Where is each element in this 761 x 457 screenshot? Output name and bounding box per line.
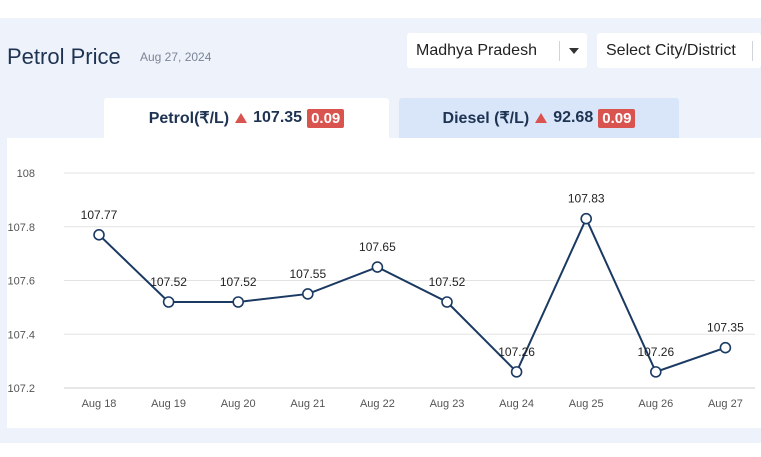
data-label: 107.52	[429, 275, 466, 289]
tab-petrol-label: Petrol(₹/L)	[148, 110, 230, 127]
data-point	[649, 366, 662, 378]
x-tick-label: Aug 22	[360, 398, 395, 410]
tab-diesel[interactable]: Diesel (₹/L) 92.68 0.09	[399, 98, 679, 138]
x-tick-label: Aug 27	[708, 398, 743, 410]
data-label: 107.65	[359, 240, 396, 254]
data-point	[441, 296, 453, 308]
tab-diesel-label: Diesel (₹/L)	[442, 110, 530, 127]
x-tick-label: Aug 18	[82, 398, 117, 410]
y-tick-label: 107.8	[7, 222, 35, 234]
page-title: Petrol Price	[7, 44, 121, 69]
data-point	[232, 296, 244, 308]
series-line	[98, 216, 726, 374]
x-tick-label: Aug 24	[499, 398, 534, 410]
tab-diesel-change-badge: 0.09	[598, 108, 636, 128]
x-tick-label: Aug 21	[290, 398, 325, 410]
data-label: 107.52	[150, 275, 187, 289]
data-label: 107.26	[498, 345, 535, 359]
y-tick-label: 107.4	[7, 329, 35, 341]
x-tick-label: Aug 20	[221, 398, 256, 410]
data-label: 107.35	[707, 321, 744, 335]
y-tick-label: 107.6	[7, 276, 35, 288]
page-date: Aug 27, 2024	[140, 50, 212, 64]
data-point	[301, 288, 314, 300]
tab-diesel-price: 92.68	[553, 109, 594, 126]
data-label: 107.83	[568, 192, 605, 206]
arrow-up-icon	[235, 113, 248, 123]
data-point	[371, 261, 384, 273]
data-point	[719, 341, 732, 354]
x-tick-label: Aug 19	[151, 398, 186, 410]
city-select[interactable]: Select City/District	[597, 33, 761, 68]
y-tick-label: 108	[17, 168, 35, 180]
data-label: 107.52	[220, 275, 257, 289]
x-tick-label: Aug 23	[430, 398, 465, 410]
data-label: 107.77	[81, 208, 118, 222]
x-tick-label: Aug 25	[569, 398, 604, 410]
city-select-divider	[752, 41, 753, 61]
state-select[interactable]: Madhya Pradesh	[407, 33, 587, 68]
tab-petrol-change-badge: 0.09	[307, 108, 345, 128]
data-label: 107.26	[637, 345, 674, 359]
state-select-value: Madhya Pradesh	[416, 41, 537, 59]
data-point	[93, 229, 105, 241]
tab-petrol[interactable]: Petrol(₹/L) 107.35 0.09	[104, 98, 389, 138]
chevron-down-icon[interactable]	[569, 48, 579, 54]
y-tick-label: 107.2	[7, 383, 35, 395]
arrow-up-icon	[535, 113, 548, 123]
city-select-placeholder: Select City/District	[606, 41, 736, 59]
data-point	[580, 212, 593, 225]
line-chart: 107.2 107.4 107.6 107.8 108 Aug 18 Aug 19 Aug 2…	[7, 168, 755, 410]
state-select-divider	[559, 41, 560, 61]
x-tick-label: Aug 26	[638, 398, 673, 410]
tab-petrol-price: 107.35	[253, 109, 303, 126]
chart-card: 107.2 107.4 107.6 107.8 108 Aug 18 Aug 19 Aug 2…	[7, 138, 761, 428]
data-label: 107.55	[289, 267, 326, 281]
data-point	[162, 296, 175, 308]
data-point	[510, 366, 523, 378]
